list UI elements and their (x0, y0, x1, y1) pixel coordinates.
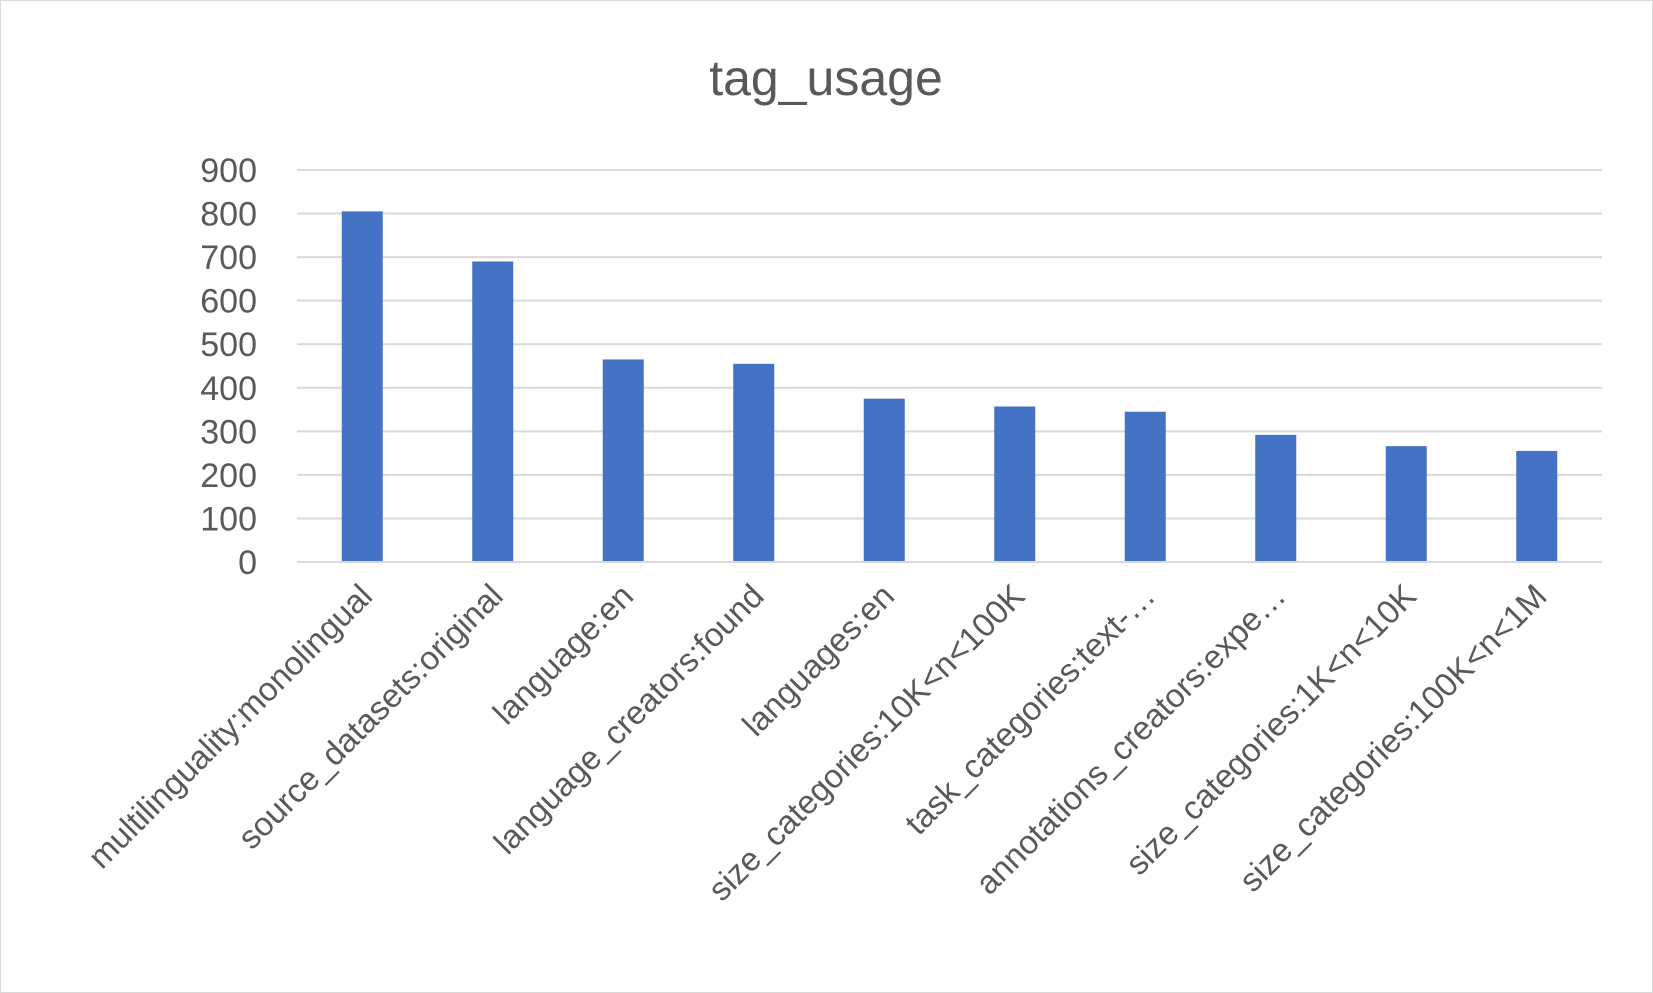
bar (1124, 411, 1166, 562)
bar (1516, 450, 1558, 562)
bars (341, 211, 1558, 562)
gridlines (297, 169, 1602, 520)
x-category-label: language_creators:found (486, 577, 770, 861)
bar (863, 398, 905, 562)
x-category-label: source_datasets:original (231, 577, 510, 856)
bar (341, 211, 383, 562)
bar (733, 363, 775, 562)
x-axis-labels: multilinguality:monolingualsource_datase… (81, 577, 1554, 908)
chart-title: tag_usage (709, 50, 943, 106)
bar (472, 261, 514, 562)
y-tick-label: 400 (200, 370, 257, 408)
x-category-label: task_categories:text-… (897, 577, 1162, 842)
bar (1385, 446, 1427, 562)
y-tick-label: 100 (200, 500, 257, 538)
y-axis-ticks: 0 100 200 300 400 500 600 700 800 900 (200, 152, 257, 582)
y-tick-label: 200 (200, 457, 257, 495)
bar (994, 406, 1036, 562)
y-tick-label: 700 (200, 239, 257, 277)
y-tick-label: 500 (200, 326, 257, 364)
y-tick-label: 300 (200, 413, 257, 451)
bar (602, 359, 644, 562)
bar (1255, 434, 1297, 562)
y-tick-label: 900 (200, 152, 257, 190)
y-tick-label: 800 (200, 196, 257, 234)
y-tick-label: 0 (238, 544, 257, 582)
y-tick-label: 600 (200, 283, 257, 321)
